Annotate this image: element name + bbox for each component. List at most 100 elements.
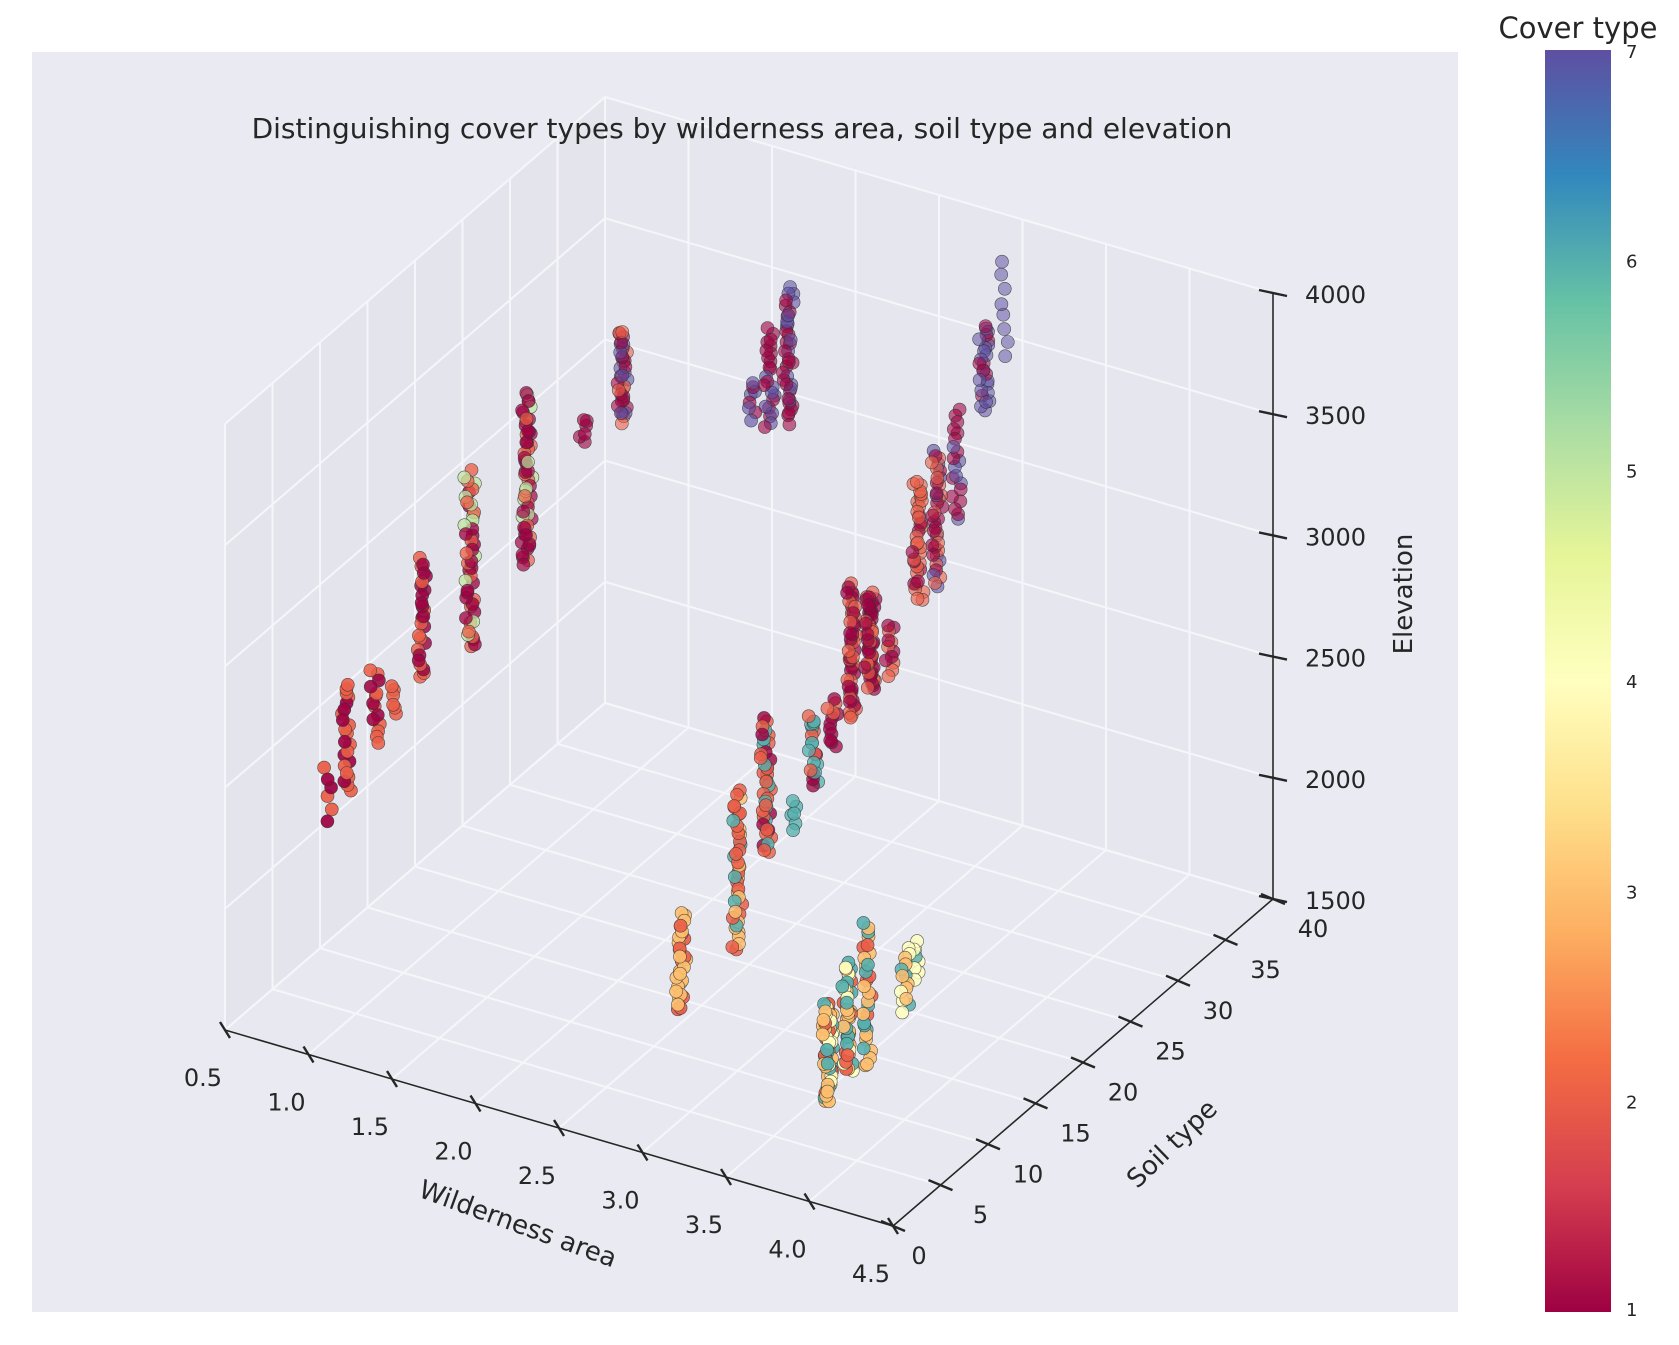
data-point [615, 368, 629, 383]
data-point [840, 1048, 855, 1062]
data-point [615, 325, 630, 339]
data-point [757, 420, 772, 434]
data-point [835, 979, 850, 994]
z-tick-label: 3000 [1305, 523, 1366, 551]
data-point [861, 957, 875, 972]
data-point [673, 918, 688, 933]
data-point [823, 733, 838, 748]
z-tick-label: 3500 [1305, 402, 1366, 430]
data-point [881, 633, 896, 648]
data-point [860, 1057, 874, 1072]
data-point [335, 713, 350, 727]
data-point [779, 293, 793, 308]
data-point [337, 734, 352, 749]
data-point [459, 546, 474, 561]
y-tick-label: 35 [1250, 956, 1281, 984]
data-point [519, 528, 533, 542]
data-point [911, 510, 926, 525]
x-tick-label: 4.0 [768, 1236, 806, 1264]
x-tick-label: 4.5 [852, 1260, 890, 1288]
scatter-points [317, 254, 1015, 1109]
data-point [519, 411, 534, 426]
data-point [320, 814, 335, 829]
data-point [776, 365, 790, 380]
data-point [785, 794, 800, 808]
colorbar-tick-labels: 1 2 3 4 5 6 7 [1626, 42, 1637, 1321]
data-point [995, 254, 1009, 269]
data-point [753, 751, 768, 765]
data-point [816, 1013, 831, 1027]
data-point [895, 1005, 910, 1020]
data-point [516, 557, 531, 572]
data-point [997, 281, 1012, 296]
data-point [317, 760, 331, 775]
data-point [386, 697, 400, 712]
data-point [839, 995, 854, 1010]
data-point [979, 395, 993, 409]
x-tick-label: 2.5 [518, 1162, 556, 1190]
y-tick-label: 30 [1203, 997, 1234, 1025]
colorbar-tick-label: 7 [1626, 42, 1637, 63]
data-point [843, 710, 858, 725]
chart-title: Distinguishing cover types by wilderness… [252, 112, 1233, 145]
z-tick-label: 2000 [1305, 766, 1366, 794]
data-point [924, 455, 939, 470]
data-point [576, 413, 591, 427]
data-point [949, 469, 963, 483]
colorbar-tick-label: 2 [1626, 1093, 1637, 1114]
data-point [843, 626, 857, 640]
data-point [838, 960, 853, 975]
data-point [744, 413, 758, 428]
data-point [803, 763, 818, 778]
data-point [384, 679, 399, 694]
x-tick-label: 3.0 [601, 1187, 639, 1215]
data-point [928, 576, 942, 590]
y-tick-label: 20 [1108, 1079, 1139, 1107]
data-point [841, 644, 856, 658]
data-point [820, 1043, 834, 1057]
data-point [820, 1084, 835, 1099]
data-point [763, 332, 778, 347]
data-point [416, 557, 430, 572]
data-point [841, 679, 856, 694]
data-point [727, 870, 742, 884]
data-point [760, 321, 775, 335]
data-point [517, 489, 532, 503]
data-point [669, 984, 683, 999]
data-point [363, 663, 378, 678]
data-point [577, 427, 592, 441]
data-point [614, 406, 628, 420]
data-point [324, 802, 339, 817]
data-point [759, 774, 774, 789]
data-point [783, 333, 798, 347]
x-tick-label: 1.0 [267, 1089, 305, 1117]
x-tick-labels: 0.5 1.0 1.5 2.0 2.5 3.0 3.5 4.0 4.5 [184, 1064, 890, 1288]
data-point [458, 527, 473, 541]
data-point [786, 823, 800, 838]
data-point [516, 504, 531, 519]
data-point [972, 373, 987, 387]
data-point [878, 653, 893, 668]
data-point [782, 417, 797, 432]
data-point [730, 787, 744, 802]
data-point [758, 798, 773, 813]
data-point [801, 709, 816, 724]
data-point [729, 847, 743, 861]
data-point [339, 766, 354, 780]
colorbar-tick-label: 3 [1626, 882, 1637, 903]
data-point [840, 585, 854, 600]
data-point [899, 991, 914, 1006]
y-tick-label: 10 [1013, 1160, 1044, 1188]
data-point [414, 596, 429, 610]
data-point [521, 394, 536, 408]
colorbar-tick-label: 1 [1626, 1300, 1637, 1321]
colorbar-label: Cover type [1499, 11, 1658, 45]
data-point [820, 1056, 835, 1071]
data-point [745, 376, 760, 390]
x-tick-label: 3.5 [685, 1211, 723, 1239]
data-point [925, 508, 940, 523]
y-tick-label: 5 [973, 1201, 988, 1229]
data-point [412, 628, 426, 643]
data-point [371, 736, 386, 750]
